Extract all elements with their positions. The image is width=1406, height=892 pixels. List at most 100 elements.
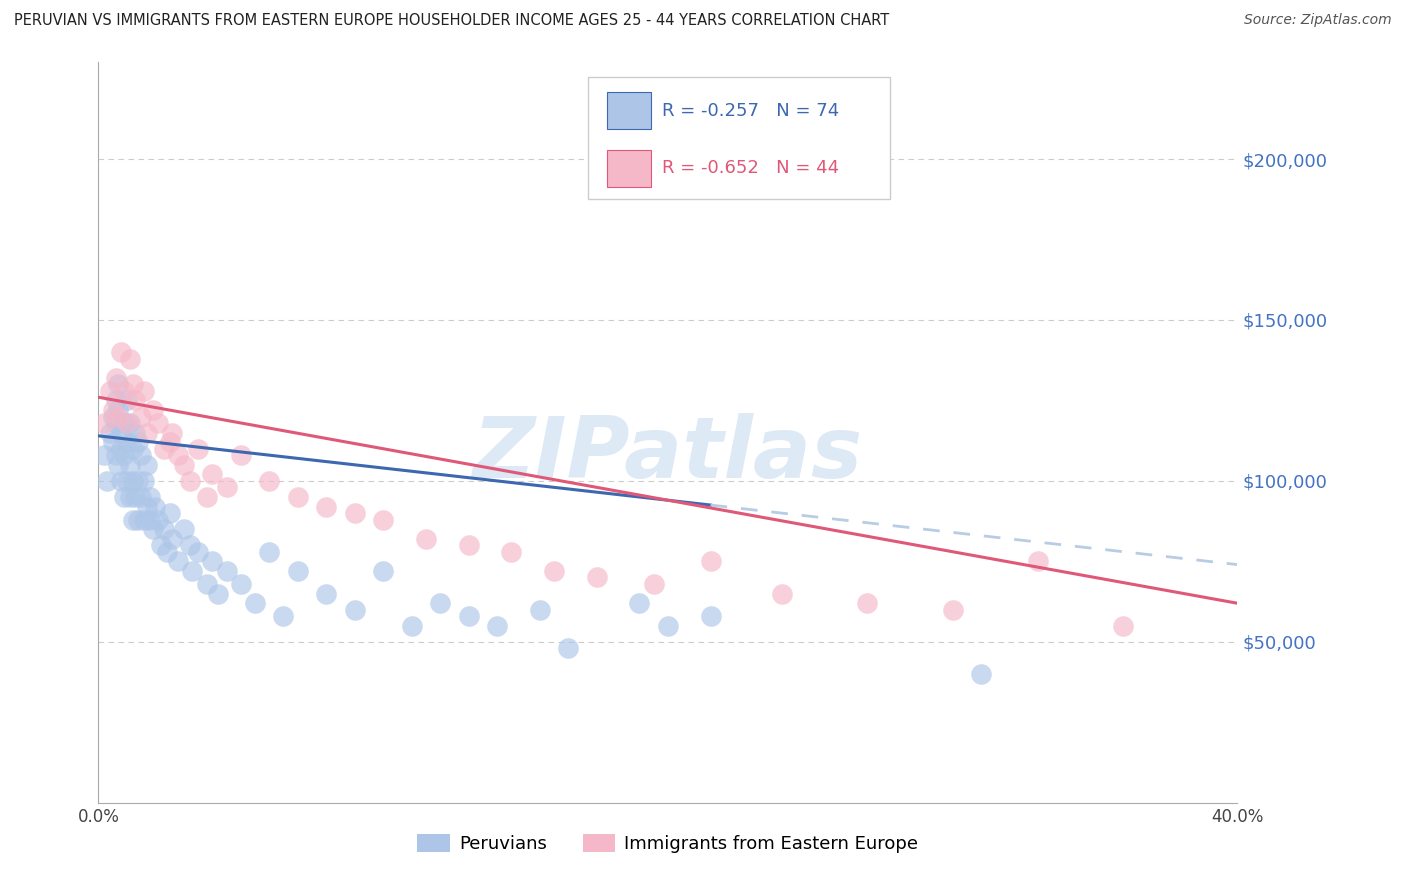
Point — [343, 506, 366, 520]
Point — [643, 577, 665, 591]
Point — [173, 458, 195, 472]
Point — [373, 512, 395, 526]
Point — [148, 416, 170, 430]
Point — [657, 619, 679, 633]
Point — [259, 545, 281, 559]
Point — [229, 448, 252, 462]
Point — [110, 442, 132, 456]
Point — [179, 474, 201, 488]
Point — [187, 545, 209, 559]
FancyBboxPatch shape — [607, 150, 651, 186]
Text: ZIPatlas: ZIPatlas — [472, 413, 863, 496]
Point — [167, 448, 190, 462]
Point — [315, 500, 337, 514]
Point — [457, 538, 479, 552]
Point — [373, 564, 395, 578]
Point — [201, 554, 224, 568]
Point — [121, 512, 143, 526]
Point — [101, 409, 124, 424]
Point — [93, 416, 115, 430]
Point — [135, 458, 157, 472]
Point — [138, 490, 160, 504]
Point — [101, 403, 124, 417]
Point — [243, 596, 266, 610]
Point — [145, 500, 167, 514]
Text: R = -0.652   N = 44: R = -0.652 N = 44 — [662, 160, 839, 178]
Point — [195, 490, 218, 504]
Point — [207, 586, 229, 600]
Point — [107, 458, 129, 472]
FancyBboxPatch shape — [588, 78, 890, 200]
Point — [229, 577, 252, 591]
Point — [543, 564, 565, 578]
Point — [287, 564, 309, 578]
Point — [501, 545, 523, 559]
Point — [132, 512, 155, 526]
Point — [287, 490, 309, 504]
Point — [585, 570, 607, 584]
Point — [215, 564, 238, 578]
Point — [135, 425, 157, 440]
Text: R = -0.257   N = 74: R = -0.257 N = 74 — [662, 102, 839, 120]
Point — [107, 403, 129, 417]
Point — [104, 448, 127, 462]
Point — [118, 490, 141, 504]
Point — [110, 345, 132, 359]
Point — [115, 393, 138, 408]
Point — [167, 554, 190, 568]
Point — [141, 403, 163, 417]
Point — [98, 425, 121, 440]
Point — [401, 619, 423, 633]
Text: Source: ZipAtlas.com: Source: ZipAtlas.com — [1244, 13, 1392, 28]
Point — [429, 596, 451, 610]
Point — [162, 425, 184, 440]
Point — [127, 512, 149, 526]
Point — [118, 458, 141, 472]
Point — [118, 351, 141, 366]
Point — [132, 384, 155, 398]
Legend: Peruvians, Immigrants from Eastern Europe: Peruvians, Immigrants from Eastern Europ… — [411, 827, 925, 861]
Point — [770, 586, 793, 600]
Text: PERUVIAN VS IMMIGRANTS FROM EASTERN EUROPE HOUSEHOLDER INCOME AGES 25 - 44 YEARS: PERUVIAN VS IMMIGRANTS FROM EASTERN EURO… — [14, 13, 890, 29]
Point — [150, 538, 173, 552]
Point — [159, 506, 181, 520]
Point — [121, 442, 143, 456]
Point — [273, 609, 295, 624]
Point — [138, 512, 160, 526]
Point — [173, 522, 195, 536]
Point — [1112, 619, 1135, 633]
Point — [141, 522, 163, 536]
Point — [181, 564, 204, 578]
Point — [107, 377, 129, 392]
Point — [115, 416, 138, 430]
Point — [121, 377, 143, 392]
Point — [112, 448, 135, 462]
Point — [557, 641, 579, 656]
Point — [259, 474, 281, 488]
Point — [110, 474, 132, 488]
Point — [343, 602, 366, 616]
Point — [153, 522, 176, 536]
Point — [110, 425, 132, 440]
Point — [699, 609, 721, 624]
Point — [118, 416, 141, 430]
Point — [486, 619, 509, 633]
Point — [129, 490, 152, 504]
Point — [315, 586, 337, 600]
Point — [415, 532, 437, 546]
Point — [162, 532, 184, 546]
Point — [129, 448, 152, 462]
Point — [970, 667, 993, 681]
Point — [1026, 554, 1049, 568]
Point — [129, 409, 152, 424]
Point — [112, 384, 135, 398]
Point — [132, 474, 155, 488]
Point — [115, 474, 138, 488]
Point — [187, 442, 209, 456]
Point — [457, 609, 479, 624]
Point — [529, 602, 551, 616]
Point — [201, 467, 224, 482]
Point — [101, 435, 124, 450]
Point — [112, 416, 135, 430]
Point — [942, 602, 965, 616]
